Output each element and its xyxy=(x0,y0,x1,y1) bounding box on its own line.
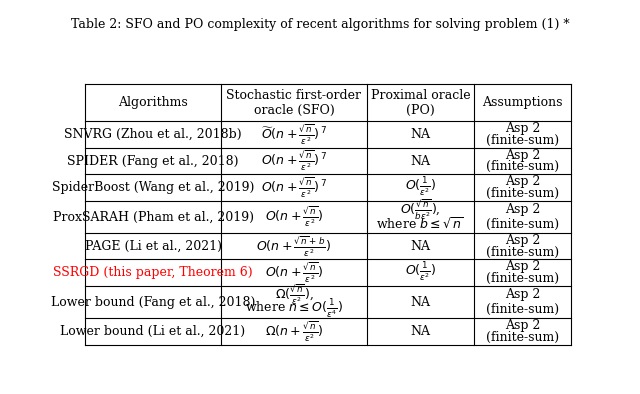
Text: $O(n + \frac{\sqrt{n}}{\epsilon^2})$: $O(n + \frac{\sqrt{n}}{\epsilon^2})$ xyxy=(265,260,323,285)
Text: Stochastic first-order
oracle (SFO): Stochastic first-order oracle (SFO) xyxy=(227,89,362,117)
Text: $O(n + \frac{\sqrt{n}+b}{\epsilon^2})$: $O(n + \frac{\sqrt{n}+b}{\epsilon^2})$ xyxy=(257,234,332,258)
Text: (finite-sum): (finite-sum) xyxy=(486,160,559,173)
Text: (finite-sum): (finite-sum) xyxy=(486,303,559,316)
Text: Table 2: SFO and PO complexity of recent algorithms for solving problem (1) *: Table 2: SFO and PO complexity of recent… xyxy=(70,18,570,31)
Text: (finite-sum): (finite-sum) xyxy=(486,217,559,230)
Text: SPIDER (Fang et al., 2018): SPIDER (Fang et al., 2018) xyxy=(67,154,239,167)
Text: where $b \leq \sqrt{n}$: where $b \leq \sqrt{n}$ xyxy=(376,216,464,232)
Text: $\widetilde{O}(n + \frac{\sqrt{n}}{\epsilon^2})^{\,7}$: $\widetilde{O}(n + \frac{\sqrt{n}}{\epsi… xyxy=(261,122,327,147)
Text: NA: NA xyxy=(410,128,430,141)
Text: (finite-sum): (finite-sum) xyxy=(486,331,559,344)
Text: $O(\frac{1}{\epsilon^2})$: $O(\frac{1}{\epsilon^2})$ xyxy=(404,261,436,284)
Text: NA: NA xyxy=(410,296,430,309)
Text: Asp 2: Asp 2 xyxy=(505,260,540,273)
Text: PAGE (Li et al., 2021): PAGE (Li et al., 2021) xyxy=(84,240,221,253)
Text: NA: NA xyxy=(410,154,430,167)
Text: $O(\frac{\sqrt{n}}{b\epsilon^2})$,: $O(\frac{\sqrt{n}}{b\epsilon^2})$, xyxy=(400,197,441,222)
Text: SpiderBoost (Wang et al., 2019): SpiderBoost (Wang et al., 2019) xyxy=(52,181,254,194)
Text: Asp 2: Asp 2 xyxy=(505,149,540,162)
Text: Asp 2: Asp 2 xyxy=(505,175,540,188)
Text: NA: NA xyxy=(410,325,430,338)
Text: Assumptions: Assumptions xyxy=(482,96,563,109)
Text: $O(n + \frac{\sqrt{n}}{\epsilon^2})^{\,7}$: $O(n + \frac{\sqrt{n}}{\epsilon^2})^{\,7… xyxy=(261,149,327,173)
Text: (finite-sum): (finite-sum) xyxy=(486,134,559,147)
Text: SNVRG (Zhou et al., 2018b): SNVRG (Zhou et al., 2018b) xyxy=(64,128,242,141)
Text: ProxSARAH (Pham et al., 2019): ProxSARAH (Pham et al., 2019) xyxy=(52,210,253,223)
Text: Proximal oracle
(PO): Proximal oracle (PO) xyxy=(371,89,470,117)
Text: Lower bound (Li et al., 2021): Lower bound (Li et al., 2021) xyxy=(60,325,246,338)
Text: $\Omega(n + \frac{\sqrt{n}}{\epsilon^2})$: $\Omega(n + \frac{\sqrt{n}}{\epsilon^2})… xyxy=(265,319,323,344)
Text: (finite-sum): (finite-sum) xyxy=(486,245,559,258)
Text: NA: NA xyxy=(410,240,430,253)
Text: Asp 2: Asp 2 xyxy=(505,122,540,135)
Text: (finite-sum): (finite-sum) xyxy=(486,187,559,200)
Text: Asp 2: Asp 2 xyxy=(505,203,540,216)
Text: (finite-sum): (finite-sum) xyxy=(486,272,559,285)
Text: $O(n + \frac{\sqrt{n}}{\epsilon^2})$: $O(n + \frac{\sqrt{n}}{\epsilon^2})$ xyxy=(265,204,323,229)
Text: Asp 2: Asp 2 xyxy=(505,288,540,301)
Text: $O(\frac{1}{\epsilon^2})$: $O(\frac{1}{\epsilon^2})$ xyxy=(404,176,436,199)
Text: Lower bound (Fang et al., 2018): Lower bound (Fang et al., 2018) xyxy=(51,296,255,309)
Text: Asp 2: Asp 2 xyxy=(505,319,540,332)
Text: $O(n + \frac{\sqrt{n}}{\epsilon^2})^{\,7}$: $O(n + \frac{\sqrt{n}}{\epsilon^2})^{\,7… xyxy=(261,175,327,200)
Text: Algorithms: Algorithms xyxy=(118,96,188,109)
Text: SSRGD (this paper, Theorem 6): SSRGD (this paper, Theorem 6) xyxy=(53,266,253,279)
Text: Asp 2: Asp 2 xyxy=(505,234,540,247)
Text: where $n \leq O(\frac{1}{\epsilon^4})$: where $n \leq O(\frac{1}{\epsilon^4})$ xyxy=(245,297,343,321)
Text: $\Omega(\frac{\sqrt{n}}{\epsilon^2})$,: $\Omega(\frac{\sqrt{n}}{\epsilon^2})$, xyxy=(275,282,314,307)
